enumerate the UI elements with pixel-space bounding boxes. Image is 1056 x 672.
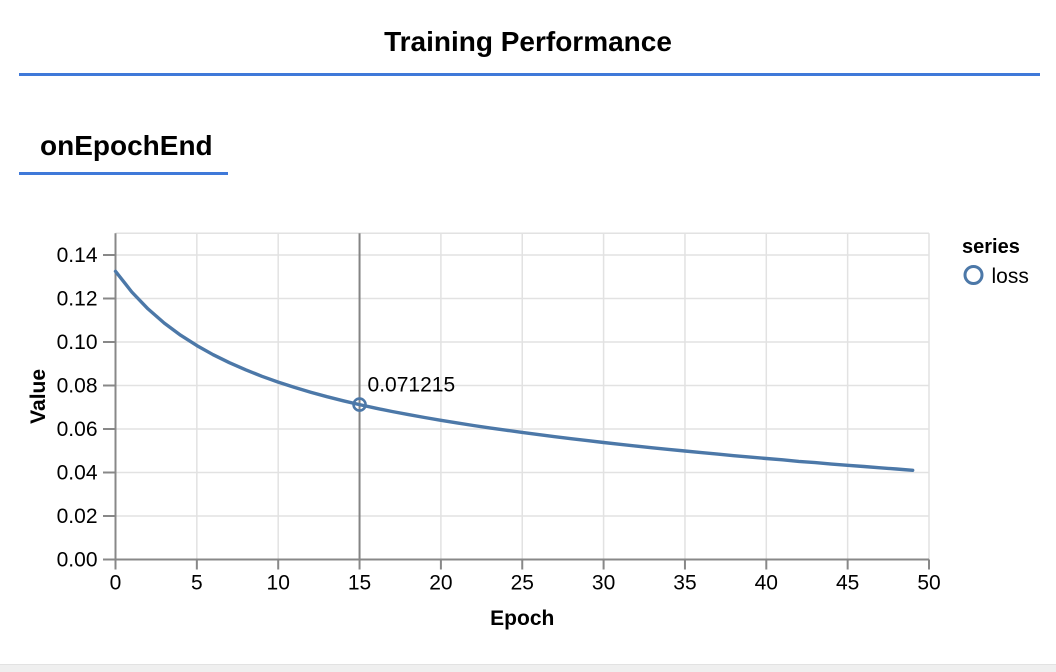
tooltip-value-label: 0.071215: [368, 374, 456, 397]
x-tick-label: 30: [592, 572, 615, 595]
y-tick-label: 0.06: [57, 418, 98, 441]
y-tick-label: 0.08: [57, 375, 98, 398]
x-axis-title: Epoch: [490, 607, 554, 630]
x-tick-label: 20: [429, 572, 452, 595]
page-title: Training Performance: [384, 26, 672, 57]
section-title: onEpochEnd: [40, 130, 213, 161]
y-tick-label: 0.12: [57, 288, 98, 311]
y-tick-label: 0.04: [57, 462, 98, 485]
plot-hover-area[interactable]: [116, 233, 930, 559]
y-tick-label: 0.00: [57, 549, 98, 572]
hover-point-marker: [352, 397, 367, 412]
y-tick-label: 0.02: [57, 505, 98, 528]
x-tick-label: 15: [348, 572, 371, 595]
x-tick-label: 0: [110, 572, 122, 595]
y-tick-label: 0.14: [57, 244, 98, 267]
x-tick-label: 50: [917, 572, 940, 595]
x-tick-label: 25: [511, 572, 534, 595]
x-tick-label: 35: [673, 572, 696, 595]
section-underline: [19, 172, 228, 175]
loss-line: [113, 269, 915, 472]
legend-entry-label: loss: [992, 265, 1029, 288]
x-tick-label: 40: [755, 572, 778, 595]
x-tick-label: 45: [836, 572, 859, 595]
x-tick-label: 10: [267, 572, 290, 595]
bottom-strip: [0, 664, 1056, 672]
legend-title: series: [962, 236, 1020, 258]
title-underline: [19, 73, 1040, 76]
y-axis-title: Value: [27, 369, 50, 424]
legend-symbol-circle-icon: [963, 265, 984, 285]
x-tick-label: 5: [191, 572, 203, 595]
y-tick-label: 0.10: [57, 331, 98, 354]
